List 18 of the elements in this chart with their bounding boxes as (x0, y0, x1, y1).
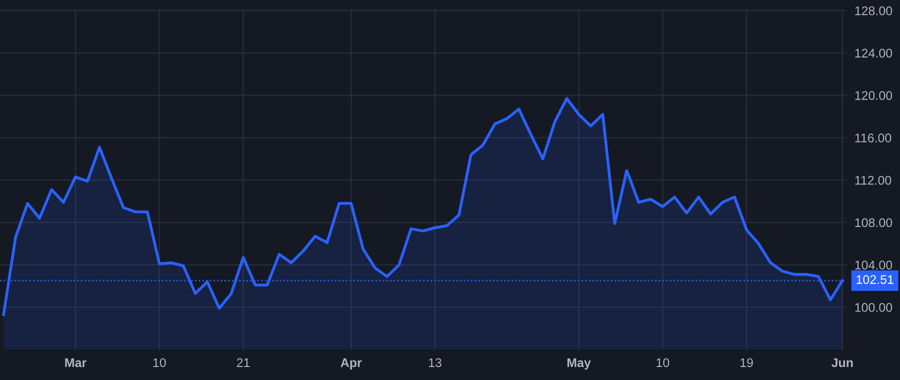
y-tick-label: 108.00 (855, 218, 892, 228)
ref-line-label: 102.51 (856, 275, 894, 284)
x-tick-label: 10 (656, 358, 670, 368)
y-tick-label: 124.00 (855, 48, 892, 58)
y-tick-label: 128.00 (855, 6, 892, 16)
x-tick-label: Jun (831, 358, 853, 368)
x-tick-label: 21 (236, 358, 250, 367)
x-tick-label: 13 (428, 358, 442, 368)
x-tick-label: May (567, 358, 591, 370)
x-tick-label: Mar (65, 358, 86, 368)
y-tick-label: 104.00 (855, 260, 892, 270)
y-tick-label: 116.00 (855, 134, 892, 142)
x-tick-label: 19 (740, 358, 753, 368)
x-tick-label: 10 (153, 358, 166, 368)
y-tick-label: 112.00 (855, 176, 892, 185)
x-tick-label: Apr (340, 358, 362, 370)
y-tick-label: 100.00 (855, 303, 892, 312)
y-tick-label: 120.00 (855, 91, 892, 100)
